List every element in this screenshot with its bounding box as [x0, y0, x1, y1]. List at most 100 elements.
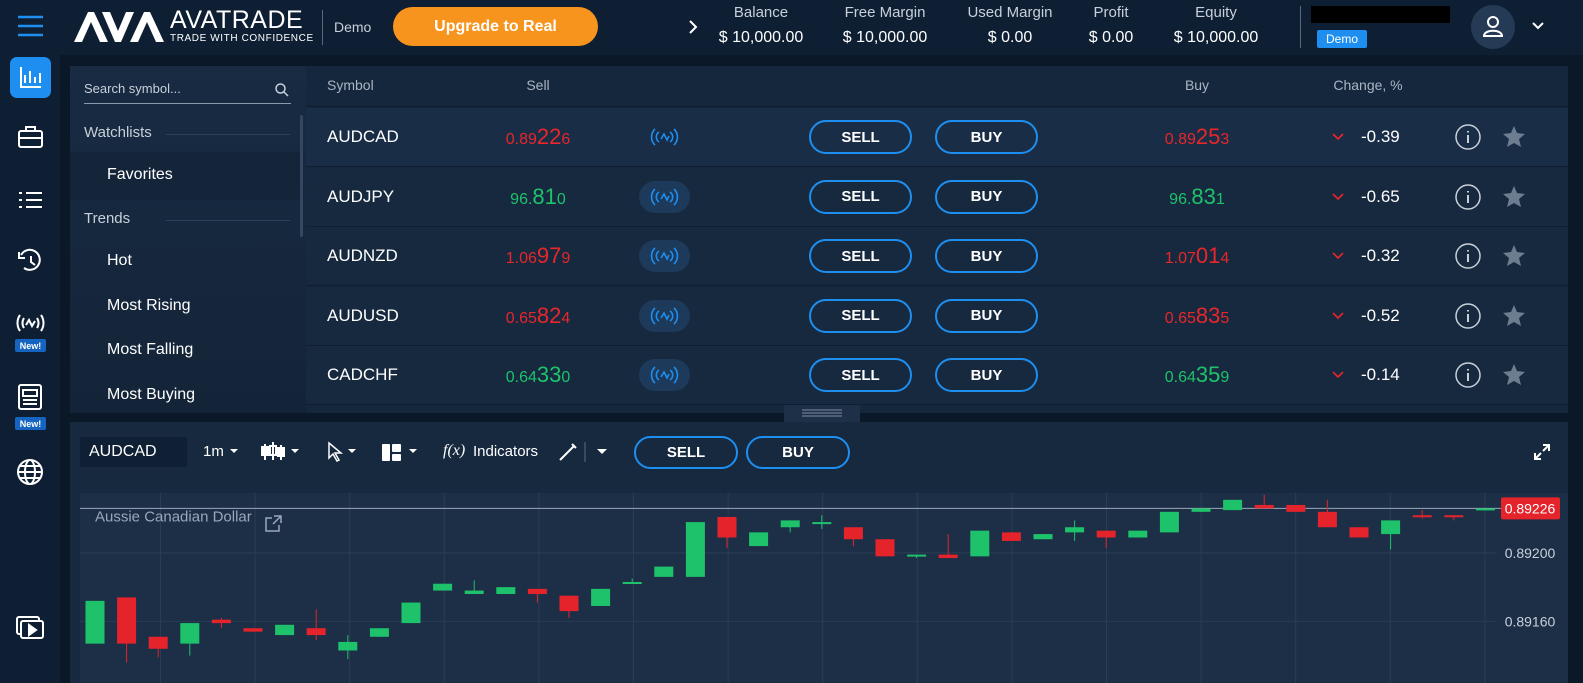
- nav-history[interactable]: [18, 248, 41, 271]
- stat-value: $ 0.00: [1088, 29, 1134, 46]
- stat-label: Balance: [733, 4, 789, 21]
- price-part: 0: [556, 190, 566, 208]
- buy-button[interactable]: BUY: [935, 239, 1038, 274]
- sell-button[interactable]: SELL: [809, 358, 912, 393]
- nav-videos[interactable]: [16, 616, 44, 639]
- symbol: CADCHF: [327, 365, 398, 385]
- separator: [322, 10, 323, 45]
- stat-label: Used Margin: [967, 4, 1053, 21]
- search-icon[interactable]: [274, 82, 290, 98]
- item-highlight: [70, 152, 300, 200]
- side-nav: [0, 55, 60, 683]
- price: 0.64330: [506, 362, 571, 388]
- watchlist-item[interactable]: Most Rising: [107, 296, 191, 314]
- price-part: 35: [1195, 362, 1221, 388]
- buy-button[interactable]: BUY: [935, 298, 1038, 333]
- stat-value: $ 10,000.00: [718, 29, 804, 46]
- price: 96.810: [510, 184, 566, 210]
- nav-markets[interactable]: [17, 459, 43, 485]
- buy-button[interactable]: BUY: [935, 179, 1038, 214]
- price-part: 6: [561, 131, 571, 148]
- symbol: AUDCAD: [327, 127, 399, 146]
- stat-value: $ 0.00: [987, 29, 1033, 46]
- price-part: 9: [1220, 369, 1230, 387]
- watchlist-item[interactable]: Most Falling: [107, 341, 194, 358]
- price-part: 83: [1191, 183, 1216, 209]
- menu-button[interactable]: [17, 15, 44, 37]
- fullscreen-button[interactable]: [1533, 443, 1551, 461]
- price-part: 01: [1195, 243, 1221, 269]
- watchlist-item[interactable]: Most Buying: [107, 385, 196, 403]
- section-rule: [166, 134, 290, 135]
- layout-tool[interactable]: [382, 444, 401, 461]
- price: 1.06979: [506, 243, 571, 269]
- price: 96.831: [1169, 184, 1225, 210]
- new-badge: New!: [15, 417, 46, 430]
- side-nav-icons: [10, 57, 51, 639]
- chart-symbol[interactable]: AUDCAD: [80, 437, 187, 467]
- logo-mark: [74, 12, 164, 42]
- column-header: Sell: [526, 77, 550, 93]
- account-badge: Demo: [1317, 30, 1367, 48]
- mode-label: Demo: [334, 19, 372, 35]
- scrollbar: [300, 115, 303, 237]
- nav-list[interactable]: [19, 192, 42, 208]
- cursor-tool[interactable]: [328, 441, 344, 462]
- price: 0.89226: [506, 124, 571, 150]
- price-part: 1.07: [1164, 250, 1196, 268]
- chart-sell-button[interactable]: SELL: [634, 436, 738, 469]
- expand-stats[interactable]: [687, 19, 699, 35]
- section-rule: [166, 220, 290, 221]
- draw-tool[interactable]: [559, 443, 577, 461]
- sell-button[interactable]: SELL: [809, 298, 912, 333]
- nav-portfolio[interactable]: [18, 126, 43, 148]
- search-underline: [84, 103, 291, 104]
- price-part: 96.: [510, 190, 533, 208]
- indicators-button[interactable]: Indicators: [473, 443, 539, 460]
- chart-buy-button[interactable]: BUY: [746, 436, 850, 469]
- price-part: 96.: [1169, 190, 1192, 208]
- symbol: AUDNZD: [327, 246, 398, 266]
- nav-news[interactable]: [18, 384, 42, 410]
- tagline: TRADE WITH CONFIDENCE: [170, 33, 314, 44]
- stat-value: $ 10,000.00: [1173, 29, 1259, 46]
- separator: [1300, 6, 1301, 48]
- price-part: 25: [1195, 124, 1221, 149]
- buy-button[interactable]: BUY: [935, 120, 1038, 154]
- timeframe[interactable]: 1m: [203, 443, 224, 460]
- price: 0.65835: [1165, 303, 1230, 329]
- new-badge: New!: [15, 339, 46, 352]
- chart-type[interactable]: [261, 442, 285, 460]
- price-part: 0.89: [505, 131, 537, 148]
- user-menu[interactable]: [1471, 5, 1551, 49]
- buy-button[interactable]: BUY: [935, 358, 1038, 393]
- header-rule: [306, 106, 1568, 107]
- nav-live[interactable]: [16, 314, 45, 332]
- sell-button[interactable]: SELL: [809, 239, 912, 274]
- watchlist-item[interactable]: Favorites: [107, 166, 173, 183]
- price-part: 81: [532, 183, 557, 209]
- price: 1.07014: [1165, 243, 1230, 269]
- indicators-icon[interactable]: f(x): [443, 442, 466, 459]
- price-part: 4: [1220, 250, 1230, 268]
- price: 0.65824: [506, 303, 571, 329]
- watchlist-item[interactable]: Hot: [107, 252, 132, 269]
- change: -0.32: [1361, 246, 1400, 266]
- price-part: 0.65: [505, 309, 537, 327]
- stat-label: Free Margin: [844, 4, 926, 21]
- search-input[interactable]: Search symbol...: [84, 81, 181, 96]
- price: 0.89253: [1165, 124, 1230, 150]
- sell-button[interactable]: SELL: [809, 179, 912, 214]
- price: 0.64359: [1165, 362, 1230, 388]
- upgrade-button[interactable]: Upgrade to Real: [393, 7, 598, 46]
- symbol: AUDUSD: [327, 305, 399, 325]
- price-part: 1.06: [505, 250, 537, 268]
- price-part: 0.89: [1164, 131, 1196, 148]
- change: -0.52: [1361, 305, 1400, 325]
- section-title: Watchlists: [84, 124, 152, 141]
- stat-label: Equity: [1195, 4, 1237, 21]
- change: -0.39: [1361, 127, 1400, 146]
- sell-button[interactable]: SELL: [809, 120, 912, 154]
- price-part: 82: [536, 302, 562, 328]
